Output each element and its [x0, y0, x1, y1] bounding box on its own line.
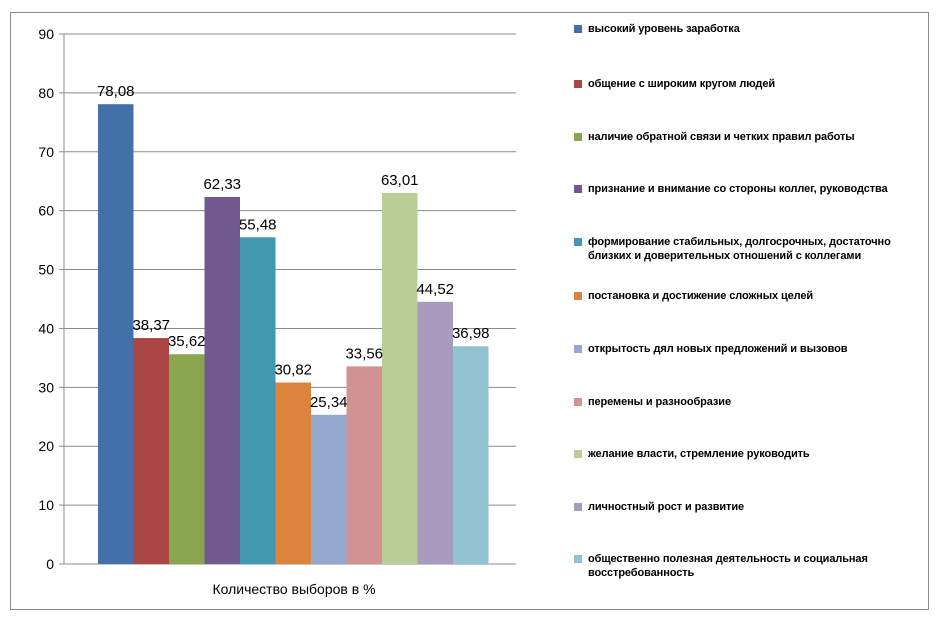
bar — [204, 196, 240, 564]
legend-swatch — [574, 555, 582, 563]
legend-item: желание власти, стремление руководить — [574, 447, 926, 461]
legend-swatch — [574, 292, 582, 300]
y-tick-label: 70 — [38, 144, 54, 160]
legend-swatch — [574, 503, 582, 511]
legend-label: высокий уровень заработка — [588, 23, 740, 35]
data-label: 78,08 — [97, 83, 135, 100]
data-label: 35,62 — [168, 333, 206, 350]
bar — [311, 414, 347, 564]
y-tick-label: 20 — [38, 438, 54, 454]
legend-label: формирование стабильных, долгосрочных, д… — [588, 236, 891, 262]
y-tick-label: 40 — [38, 320, 54, 336]
y-tick-label: 30 — [38, 379, 54, 395]
legend-label: наличие обратной связи и четких правил р… — [588, 131, 855, 143]
legend-label: постановка и достижение сложных целей — [588, 290, 814, 302]
bar — [169, 354, 205, 564]
legend-item: постановка и достижение сложных целей — [574, 289, 926, 303]
data-label: 62,33 — [203, 176, 241, 193]
bar — [453, 346, 489, 564]
legend-swatch — [574, 345, 582, 353]
legend-swatch — [574, 185, 582, 193]
legend-swatch — [574, 450, 582, 458]
legend-item: высокий уровень заработка — [574, 22, 926, 36]
legend-swatch — [574, 238, 582, 246]
legend-swatch — [574, 80, 582, 88]
legend-item: формирование стабильных, долгосрочных, д… — [574, 235, 926, 263]
bar — [133, 338, 169, 564]
data-label: 33,56 — [345, 345, 383, 362]
legend-label: личностный рост и развитие — [588, 501, 745, 513]
data-label: 38,37 — [132, 317, 170, 334]
x-axis-label: Количество выборов в % — [212, 581, 375, 597]
y-tick-label: 10 — [38, 497, 54, 513]
bars — [98, 104, 489, 565]
data-label: 30,82 — [274, 362, 312, 379]
legend-swatch — [574, 25, 582, 33]
bar — [98, 104, 134, 564]
bar — [417, 301, 453, 564]
legend-label: признание и внимание со стороны коллег, … — [588, 183, 888, 195]
legend-item: общение с широким кругом людей — [574, 77, 926, 91]
data-label: 36,98 — [452, 325, 490, 342]
legend-label: желание власти, стремление руководить — [588, 448, 810, 460]
legend-swatch — [574, 398, 582, 406]
legend-swatch — [574, 133, 582, 141]
legend-label: общественно полезная деятельность и соци… — [588, 553, 868, 579]
data-label: 44,52 — [416, 281, 454, 298]
y-tick-labels: 0 10 20 30 40 50 60 70 80 90 — [38, 26, 54, 572]
y-tick-label: 60 — [38, 203, 54, 219]
legend-label: общение с широким кругом людей — [588, 78, 775, 90]
data-label: 25,34 — [310, 394, 348, 411]
y-tick-label: 90 — [38, 26, 54, 42]
y-tick-label: 50 — [38, 262, 54, 278]
data-label: 55,48 — [239, 216, 277, 233]
legend-item: перемены и разнообразие — [574, 395, 926, 409]
y-tick-label: 0 — [46, 556, 54, 572]
bar — [240, 237, 276, 565]
legend-item: открытость дял новых предложений и вызов… — [574, 342, 926, 356]
legend-label: открытость дял новых предложений и вызов… — [588, 343, 848, 355]
legend-item: признание и внимание со стороны коллег, … — [574, 182, 926, 196]
bar — [346, 366, 382, 564]
y-tick-label: 80 — [38, 85, 54, 101]
legend-item: общественно полезная деятельность и соци… — [574, 552, 926, 580]
bar — [382, 192, 418, 565]
legend-item: наличие обратной связи и четких правил р… — [574, 130, 926, 144]
data-label: 63,01 — [381, 172, 419, 189]
legend-item: личностный рост и развитие — [574, 500, 926, 514]
legend-label: перемены и разнообразие — [588, 396, 731, 408]
bar — [275, 382, 311, 564]
